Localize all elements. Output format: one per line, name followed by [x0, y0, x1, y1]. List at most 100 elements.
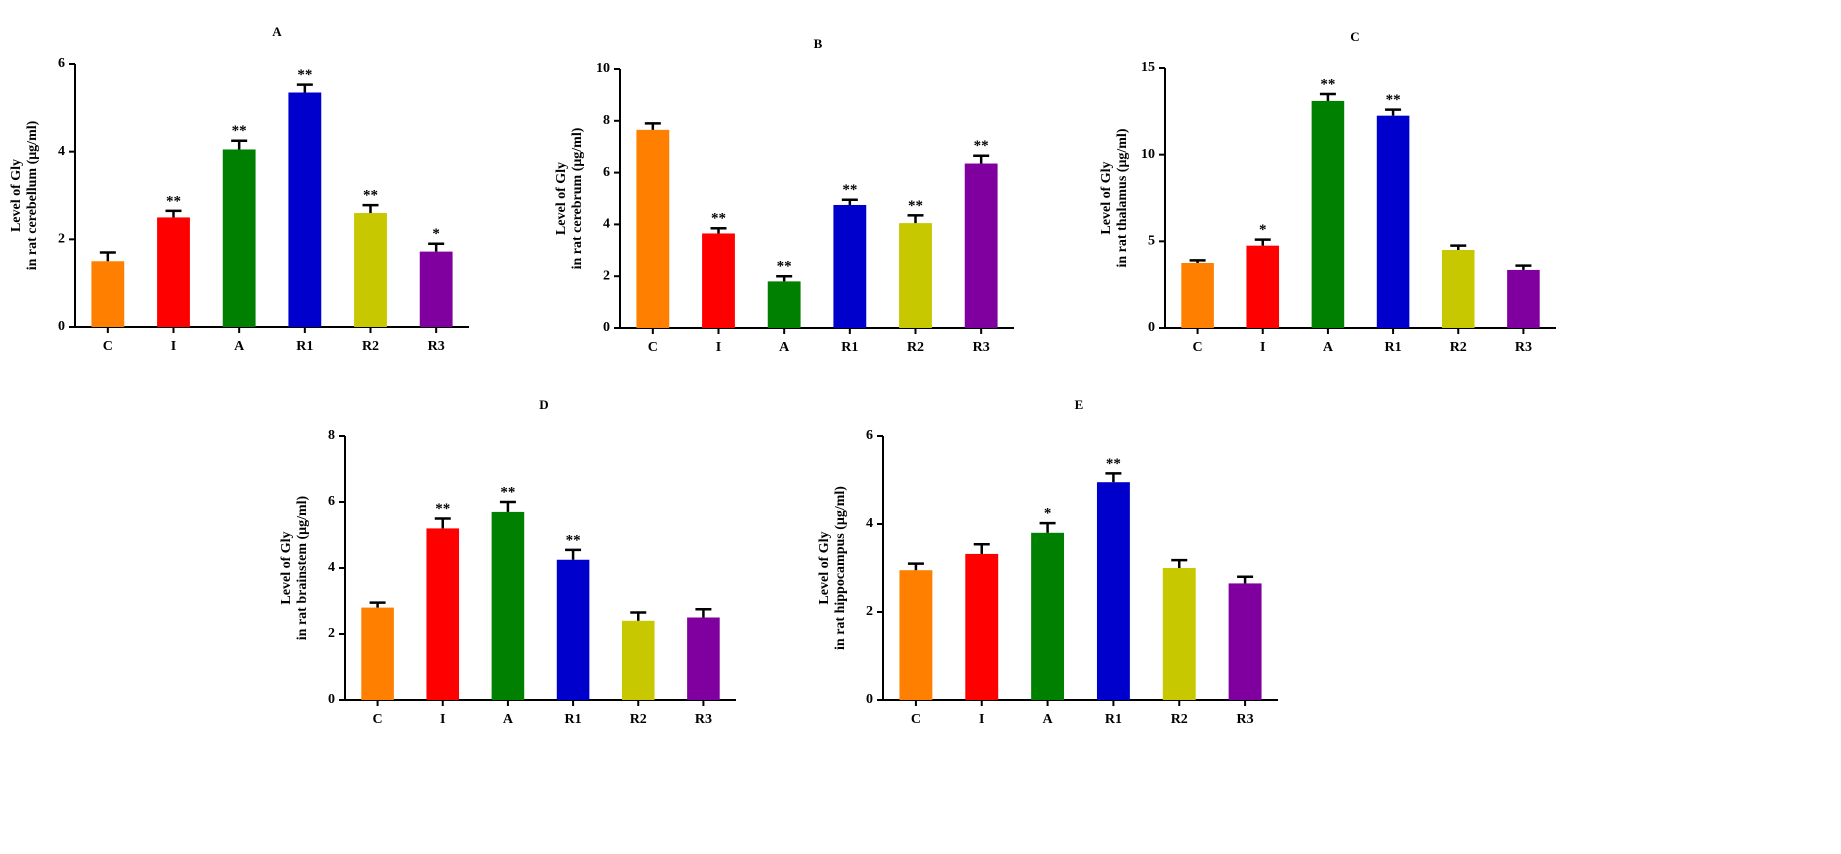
x-tick-label: C [1193, 340, 1203, 355]
bar [1311, 100, 1345, 328]
y-tick-label: 2 [866, 604, 873, 619]
y-tick-label: 0 [58, 319, 65, 334]
bar [702, 233, 735, 328]
y-tick-label: 6 [58, 56, 65, 71]
bar [1181, 263, 1214, 328]
y-tick-label: 4 [866, 516, 873, 531]
x-tick-label: I [1260, 340, 1265, 355]
significance-label: ** [363, 188, 378, 204]
significance-label: ** [566, 532, 581, 548]
bar [1031, 532, 1065, 700]
chart-title: E [1075, 397, 1084, 412]
y-tick-label: 2 [58, 232, 65, 247]
bar [91, 261, 125, 327]
y-axis-label: Level of Gly [279, 531, 294, 604]
bar [833, 204, 867, 328]
x-tick-label: A [503, 712, 514, 727]
significance-label: ** [1386, 92, 1401, 108]
y-axis-label: in rat cerebrum (μg/ml) [570, 127, 585, 269]
significance-label: ** [777, 259, 792, 275]
bar [687, 617, 720, 700]
bar [1228, 583, 1262, 700]
bar [288, 92, 322, 327]
x-tick-label: R2 [907, 340, 924, 355]
x-tick-label: I [716, 340, 721, 355]
y-tick-label: 8 [603, 113, 610, 128]
bar [222, 149, 256, 327]
y-axis-label: Level of Gly [1099, 161, 1114, 234]
x-tick-label: R2 [362, 339, 379, 354]
bar [1096, 482, 1130, 700]
bar [419, 251, 453, 327]
bar [899, 223, 932, 328]
chart-title: B [814, 36, 823, 51]
chart-title: A [272, 24, 282, 39]
x-tick-label: R2 [630, 712, 647, 727]
x-tick-label: I [171, 339, 176, 354]
x-tick-label: C [648, 340, 658, 355]
y-axis-label: Level of Gly [554, 162, 569, 235]
bar [1246, 245, 1280, 328]
y-axis-label: in rat cerebellum (μg/ml) [25, 120, 40, 270]
bar [1507, 269, 1540, 328]
significance-label: ** [435, 501, 450, 517]
x-tick-label: C [911, 712, 921, 727]
x-tick-label: R3 [695, 712, 712, 727]
x-tick-label: A [1323, 340, 1334, 355]
bar [767, 281, 801, 328]
y-tick-label: 6 [603, 165, 610, 180]
y-tick-label: 4 [328, 560, 335, 575]
x-tick-label: R3 [428, 339, 445, 354]
significance-label: ** [297, 67, 312, 83]
x-tick-label: R3 [973, 340, 990, 355]
y-tick-label: 4 [58, 144, 65, 159]
significance-label: ** [974, 138, 989, 154]
y-tick-label: 10 [1141, 147, 1155, 162]
x-tick-label: I [440, 712, 445, 727]
bar [899, 570, 933, 700]
y-axis-label: Level of Gly [9, 159, 24, 232]
y-tick-label: 0 [603, 320, 610, 335]
bar [361, 607, 394, 700]
x-tick-label: R2 [1171, 712, 1188, 727]
x-tick-label: A [1043, 712, 1054, 727]
bar [1162, 568, 1196, 700]
bar [965, 553, 999, 700]
y-tick-label: 0 [866, 692, 873, 707]
y-tick-label: 2 [603, 268, 610, 283]
chart-title: C [1350, 29, 1359, 44]
significance-label: ** [842, 182, 857, 198]
x-tick-label: R1 [565, 712, 582, 727]
y-tick-label: 10 [596, 61, 610, 76]
y-axis-label: in rat hippocampus (μg/ml) [833, 486, 848, 650]
significance-label: ** [1106, 456, 1121, 472]
y-axis-label: Level of Gly [817, 531, 832, 604]
significance-label: ** [908, 198, 923, 214]
x-tick-label: C [373, 712, 383, 727]
x-tick-label: R2 [1450, 340, 1467, 355]
bar [556, 559, 590, 700]
y-tick-label: 0 [328, 692, 335, 707]
bar [1376, 115, 1410, 329]
bar [354, 213, 387, 327]
y-tick-label: 8 [328, 428, 335, 443]
y-axis-label: in rat thalamus (μg/ml) [1115, 128, 1130, 267]
y-tick-label: 0 [1148, 320, 1155, 335]
significance-label: ** [166, 193, 181, 209]
significance-label: * [432, 226, 440, 242]
x-tick-label: C [103, 339, 113, 354]
x-tick-label: R1 [1105, 712, 1122, 727]
bar [1441, 250, 1475, 328]
x-tick-label: R1 [296, 339, 313, 354]
y-tick-label: 6 [866, 428, 873, 443]
chart-title: D [539, 397, 548, 412]
x-tick-label: R1 [1385, 340, 1402, 355]
bar [621, 620, 655, 700]
significance-label: * [1259, 222, 1267, 238]
y-tick-label: 4 [603, 217, 610, 232]
significance-label: ** [1320, 76, 1335, 92]
x-tick-label: R1 [841, 340, 858, 355]
significance-label: ** [711, 211, 726, 227]
